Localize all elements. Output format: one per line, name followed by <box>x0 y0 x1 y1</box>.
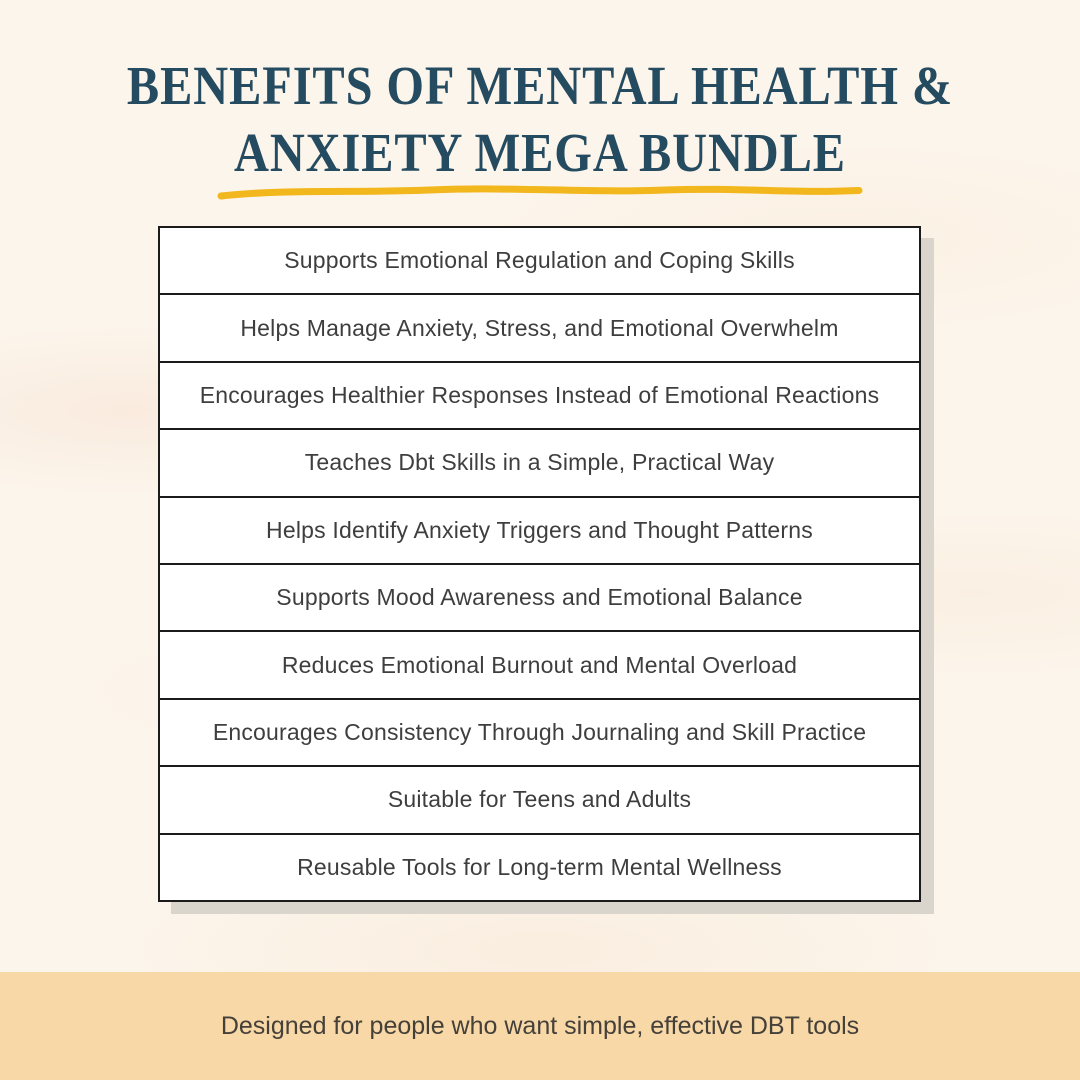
page-title-line2: ANXIETY MEGA BUNDLE <box>234 122 846 183</box>
footer-banner: Designed for people who want simple, eff… <box>0 972 1080 1080</box>
benefits-table: Supports Emotional Regulation and Coping… <box>158 226 921 902</box>
benefit-text: Encourages Consistency Through Journalin… <box>212 719 867 746</box>
benefit-row: Teaches Dbt Skills in a Simple, Practica… <box>160 430 919 498</box>
benefit-text: Suitable for Teens and Adults <box>387 786 692 813</box>
benefit-text: Supports Mood Awareness and Emotional Ba… <box>276 584 803 611</box>
benefit-text: Reduces Emotional Burnout and Mental Ove… <box>281 651 798 678</box>
benefit-row: Supports Emotional Regulation and Coping… <box>160 228 919 296</box>
page-title-line1: BENEFITS OF MENTAL HEALTH & <box>126 55 954 116</box>
benefit-text: Teaches Dbt Skills in a Simple, Practica… <box>304 449 775 476</box>
benefit-text: Helps Manage Anxiety, Stress, and Emotio… <box>240 314 839 341</box>
page-title: BENEFITS OF MENTAL HEALTH & ANXIETY MEGA… <box>0 52 1080 186</box>
benefit-text: Reusable Tools for Long-term Mental Well… <box>297 853 782 880</box>
benefit-text: Supports Emotional Regulation and Coping… <box>284 247 795 274</box>
benefit-row: Reduces Emotional Burnout and Mental Ove… <box>160 632 919 700</box>
benefit-row: Helps Identify Anxiety Triggers and Thou… <box>160 497 919 566</box>
benefit-row: Suitable for Teens and Adults <box>160 767 919 835</box>
footer-text: Designed for people who want simple, eff… <box>220 1011 860 1040</box>
benefit-row: Reusable Tools for Long-term Mental Well… <box>160 834 919 901</box>
title-underline <box>0 180 1080 204</box>
benefit-text: Helps Identify Anxiety Triggers and Thou… <box>266 516 813 543</box>
benefit-row: Helps Manage Anxiety, Stress, and Emotio… <box>160 295 919 363</box>
benefit-row: Encourages Consistency Through Journalin… <box>160 699 919 768</box>
title-underline-stroke <box>217 185 863 200</box>
benefit-row: Encourages Healthier Responses Instead o… <box>160 362 919 431</box>
benefit-text: Encourages Healthier Responses Instead o… <box>199 382 880 409</box>
benefit-row: Supports Mood Awareness and Emotional Ba… <box>160 565 919 633</box>
